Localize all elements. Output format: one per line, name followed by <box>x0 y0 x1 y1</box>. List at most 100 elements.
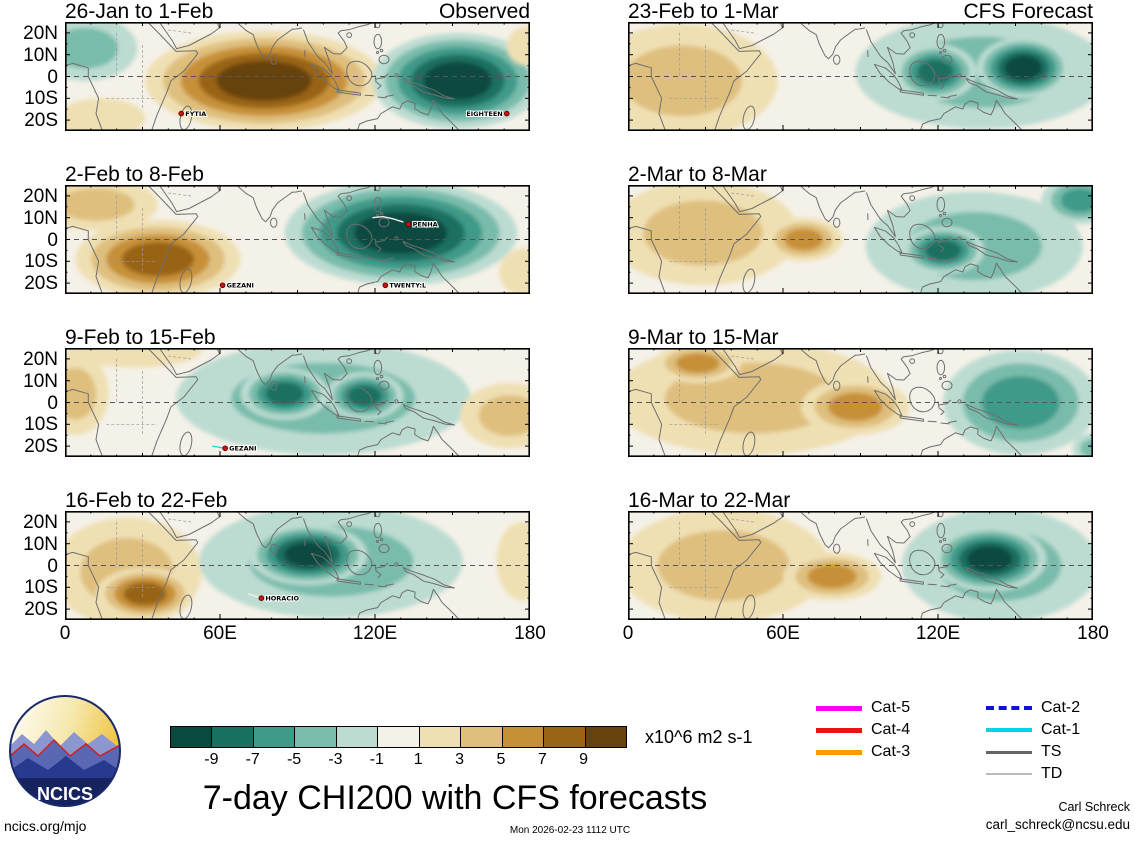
lat-axis-labels: 20N 10N 0 10S 20S <box>2 489 58 620</box>
lat-tick-label: 0 <box>47 392 58 414</box>
colorbar-level-label: 1 <box>413 751 423 768</box>
map-observed-week1: FYTIA EIGHTEEN <box>65 22 530 131</box>
lat-tick-label: 20N <box>23 348 58 370</box>
map-forecast-week2 <box>628 185 1093 294</box>
cat4-line-swatch <box>816 727 862 733</box>
legend-item-ts: TS <box>986 741 1080 763</box>
lat-tick-label: 20S <box>24 110 58 132</box>
lat-axis-labels: 20N 10N 0 10S 20S <box>2 326 58 457</box>
colorbar: -9 -7 -5 -3 -1 1 3 5 7 9 <box>170 726 627 768</box>
cat1-line-swatch <box>986 728 1032 732</box>
lon-axis-labels: 0 60E 120E 180 <box>623 623 1109 647</box>
map-observed-week3: GEZANI <box>65 348 530 457</box>
map-forecast-week4 <box>628 511 1093 620</box>
author-email: carl_schreck@ncsu.edu <box>985 817 1130 832</box>
colorbar-level-label: -7 <box>245 751 260 768</box>
legend-item-cat5: Cat-5 <box>816 697 910 719</box>
legend-item-cat4: Cat-4 <box>816 719 910 741</box>
lat-axis-labels: 20N 10N 0 10S 20S <box>2 0 58 131</box>
legend-item-cat1: Cat-1 <box>986 719 1080 741</box>
column-header-observed: Observed <box>438 0 530 23</box>
panel-date-range: 2-Mar to 8-Mar <box>628 163 767 186</box>
colorbar-cells <box>170 726 627 748</box>
lat-tick-label: 20S <box>24 273 58 295</box>
legend-item-cat2: Cat-2 <box>986 697 1080 719</box>
ts-line-swatch <box>986 750 1032 754</box>
legend-label: Cat-1 <box>1041 721 1081 738</box>
colorbar-unit: x10^6 m2 s-1 <box>645 727 753 747</box>
panel-forecast-week1: 23-Feb to 1-Mar CFS Forecast <box>628 0 1093 131</box>
map-observed-week4: HORACIO <box>65 511 530 620</box>
svg-text:GEZANI: GEZANI <box>227 282 254 290</box>
author-name: Carl Schreck <box>1058 800 1130 814</box>
figure-title: 7-day CHI200 with CFS forecasts <box>202 779 708 817</box>
legend-column-2: Cat-2 Cat-1 TS TD <box>986 697 1080 785</box>
legend-label: TS <box>1041 743 1062 760</box>
lat-tick-label: 10N <box>23 370 58 392</box>
lon-tick-label: 0 <box>622 623 634 644</box>
svg-text:PENHA: PENHA <box>413 221 438 229</box>
panel-forecast-week4: 16-Mar to 22-Mar 0 60E 120E 180 <box>623 489 1109 644</box>
panel-title-row: 2-Mar to 8-Mar <box>628 163 1093 186</box>
svg-text:EIGHTEEN: EIGHTEEN <box>466 110 502 118</box>
lat-tick-label: 10N <box>23 44 58 66</box>
panel-title-row: 26-Jan to 1-Feb Observed <box>65 0 530 23</box>
lat-tick-label: 0 <box>47 229 58 251</box>
map-forecast-week3 <box>628 348 1093 457</box>
lon-tick-label: 180 <box>514 623 546 644</box>
legend-label: Cat-3 <box>871 743 911 760</box>
legend-label: Cat-2 <box>1041 699 1081 716</box>
colorbar-tick-labels: -9 -7 -5 -3 -1 1 3 5 7 9 <box>170 748 625 768</box>
legend-label: Cat-4 <box>871 721 911 738</box>
lon-tick-label: 120E <box>915 623 961 644</box>
lat-tick-label: 20N <box>23 511 58 533</box>
legend-column-1: Cat-5 Cat-4 Cat-3 <box>816 697 910 763</box>
svg-text:HORACIO: HORACIO <box>265 595 299 603</box>
map-observed-week2: GEZANI PENHA TWENTY:L <box>65 185 530 294</box>
lat-tick-label: 10S <box>24 88 58 110</box>
lat-tick-label: 10N <box>23 533 58 555</box>
panel-title-row: 9-Mar to 15-Mar <box>628 326 1093 349</box>
panel-forecast-week3: 9-Mar to 15-Mar <box>628 326 1093 457</box>
ncics-logo-graphic: NCICS <box>9 695 121 807</box>
legend-label: Cat-5 <box>871 699 911 716</box>
svg-text:GEZANI: GEZANI <box>229 445 256 453</box>
legend-item-cat3: Cat-3 <box>816 741 910 763</box>
colorbar-level-label: 5 <box>496 751 506 768</box>
colorbar-level-label: 7 <box>537 751 547 768</box>
colorbar-level-label: 9 <box>579 751 589 768</box>
svg-text:FYTIA: FYTIA <box>185 110 206 118</box>
lat-tick-label: 20S <box>24 599 58 621</box>
panel-date-range: 16-Mar to 22-Mar <box>628 489 791 512</box>
legend-label: TD <box>1041 765 1063 782</box>
lon-tick-label: 60E <box>203 623 237 644</box>
lat-tick-label: 0 <box>47 66 58 88</box>
ncics-logo: NCICS <box>8 694 122 813</box>
colorbar-level-label: -5 <box>286 751 302 768</box>
lat-tick-label: 10S <box>24 251 58 273</box>
lon-axis-labels: 0 60E 120E 180 <box>60 623 546 647</box>
panel-forecast-week2: 2-Mar to 8-Mar <box>628 163 1093 294</box>
colorbar-level-label: -1 <box>369 751 384 768</box>
cat3-line-swatch <box>816 749 862 755</box>
panel-date-range: 23-Feb to 1-Mar <box>628 0 779 23</box>
lon-tick-label: 120E <box>352 623 398 644</box>
cat2-line-swatch <box>986 706 1032 710</box>
lon-tick-label: 180 <box>1077 623 1109 644</box>
td-line-swatch <box>986 773 1032 775</box>
panel-date-range: 9-Feb to 15-Feb <box>65 326 216 349</box>
panel-observed-week2: 2-Feb to 8-Feb GEZANI PENHA TWENTY:L 20N 10… <box>23 163 530 294</box>
panel-observed-week4: 16-Feb to 22-Feb HORACIO 20N 10N 0 10S 20S 0… <box>23 489 546 644</box>
lat-tick-label: 10S <box>24 414 58 436</box>
panel-title-row: 2-Feb to 8-Feb <box>65 163 530 186</box>
lat-tick-label: 20S <box>24 436 58 458</box>
lat-tick-label: 20N <box>23 185 58 207</box>
lat-tick-label: 0 <box>47 555 58 577</box>
panel-title-row: 16-Feb to 22-Feb <box>65 489 530 512</box>
panel-date-range: 26-Jan to 1-Feb <box>65 0 214 23</box>
author-credit: Carl Schreck carl_schreck@ncsu.edu <box>986 799 1130 833</box>
lat-tick-label: 10N <box>23 207 58 229</box>
panel-date-range: 16-Feb to 22-Feb <box>65 489 228 512</box>
panel-date-range: 9-Mar to 15-Mar <box>628 326 779 349</box>
lat-tick-label: 20N <box>23 22 58 44</box>
